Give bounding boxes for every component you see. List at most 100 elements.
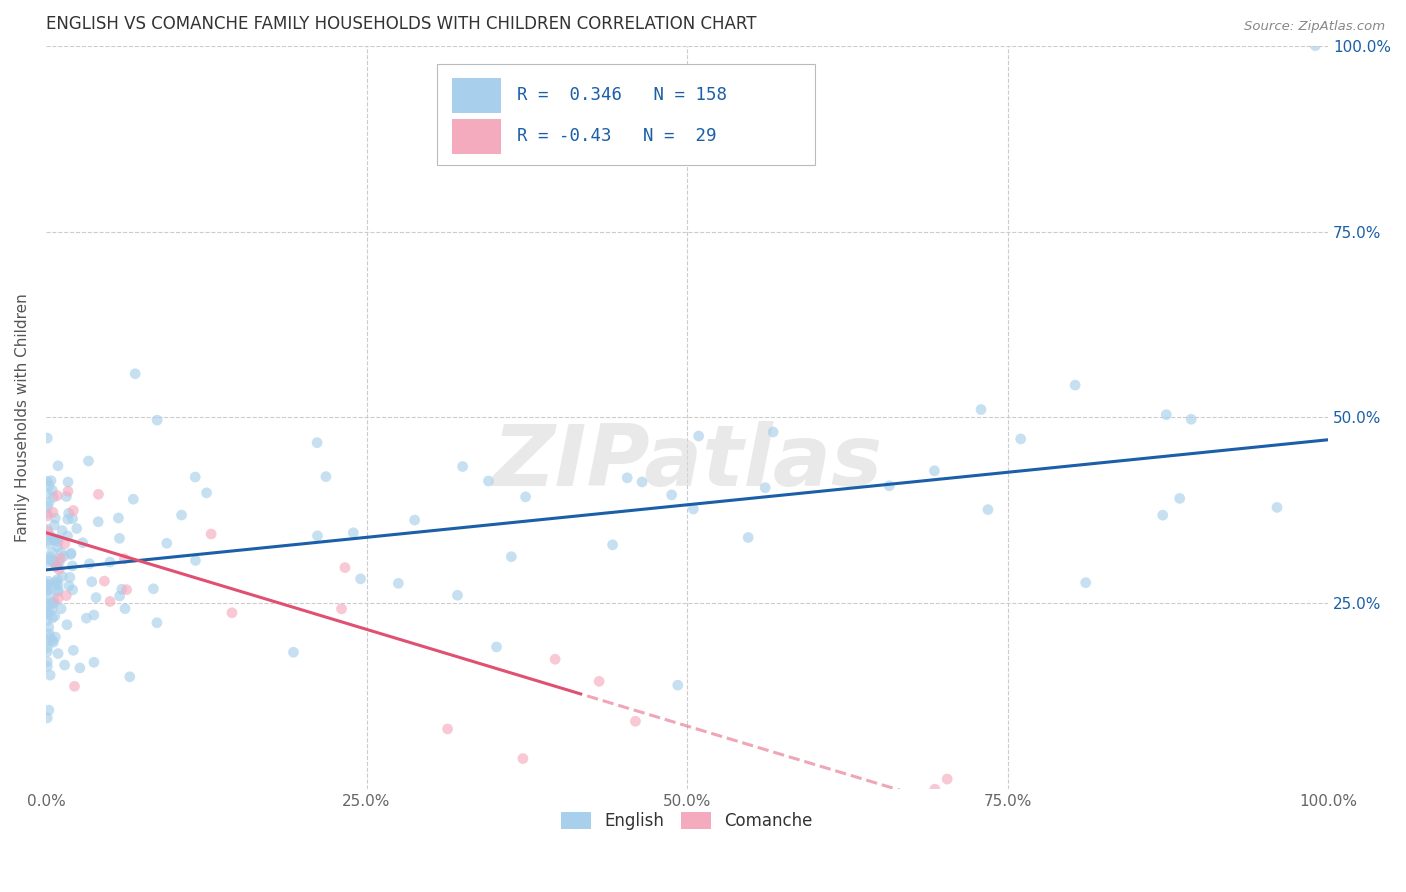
Point <box>72 535 94 549</box>
Point <box>38 620 60 634</box>
Point <box>37 579 59 593</box>
Point <box>51 524 73 538</box>
Point <box>37 583 59 598</box>
Point <box>59 570 82 584</box>
Point <box>46 584 69 599</box>
FancyBboxPatch shape <box>453 78 501 113</box>
Point <box>79 557 101 571</box>
Point <box>37 655 59 669</box>
Text: R =  0.346   N = 158: R = 0.346 N = 158 <box>516 87 727 104</box>
Point <box>37 507 59 521</box>
Point <box>37 487 59 501</box>
Point <box>39 529 62 543</box>
Point <box>37 633 59 648</box>
Point <box>53 658 76 673</box>
Point <box>924 464 946 478</box>
Point <box>48 555 70 569</box>
Point <box>688 429 710 443</box>
Point <box>42 533 65 547</box>
Point <box>661 488 683 502</box>
Point <box>63 679 86 693</box>
Point <box>52 549 75 564</box>
Point <box>936 772 959 786</box>
Point <box>111 582 134 597</box>
Point <box>46 591 69 606</box>
Point <box>37 711 59 725</box>
Point <box>501 549 523 564</box>
Point <box>46 458 69 473</box>
Point <box>436 722 458 736</box>
Point <box>666 678 689 692</box>
Point <box>37 582 59 596</box>
Point <box>41 545 63 559</box>
Text: R = -0.43   N =  29: R = -0.43 N = 29 <box>516 128 716 145</box>
FancyBboxPatch shape <box>453 119 501 154</box>
Point <box>970 402 993 417</box>
Point <box>39 668 62 682</box>
Point <box>37 524 59 539</box>
Point <box>46 558 69 573</box>
Point <box>42 533 65 547</box>
Point <box>42 491 65 505</box>
Point <box>451 459 474 474</box>
Point <box>37 431 59 445</box>
Point <box>349 572 371 586</box>
Point <box>48 582 70 597</box>
Point <box>98 555 121 569</box>
Point <box>37 574 59 589</box>
Point <box>170 508 193 522</box>
Point <box>41 596 63 610</box>
Point <box>42 555 65 569</box>
Point <box>754 481 776 495</box>
Point <box>877 479 900 493</box>
Point <box>66 522 89 536</box>
Point <box>59 547 82 561</box>
Point <box>60 558 83 573</box>
Point <box>37 614 59 628</box>
Point <box>62 643 84 657</box>
Point <box>307 435 329 450</box>
Point <box>924 782 946 797</box>
Point <box>1180 412 1202 426</box>
Point <box>46 573 69 587</box>
FancyBboxPatch shape <box>437 64 815 165</box>
Point <box>37 577 59 591</box>
Point <box>39 474 62 488</box>
Point <box>53 537 76 551</box>
Point <box>44 575 66 590</box>
Point <box>87 487 110 501</box>
Point <box>48 562 70 576</box>
Point <box>38 552 60 566</box>
Point <box>44 533 66 548</box>
Point <box>200 527 222 541</box>
Point <box>624 714 647 729</box>
Point <box>56 475 79 489</box>
Point <box>1074 575 1097 590</box>
Point <box>1152 508 1174 523</box>
Point <box>69 661 91 675</box>
Point <box>108 532 131 546</box>
Point <box>44 511 66 525</box>
Point <box>977 502 1000 516</box>
Point <box>37 659 59 673</box>
Point <box>80 574 103 589</box>
Point <box>55 490 77 504</box>
Point <box>56 512 79 526</box>
Point <box>46 577 69 591</box>
Point <box>107 511 129 525</box>
Point <box>330 602 353 616</box>
Point <box>446 588 468 602</box>
Point <box>124 367 146 381</box>
Point <box>83 655 105 669</box>
Point <box>62 511 84 525</box>
Point <box>37 555 59 569</box>
Point <box>404 513 426 527</box>
Text: ZIPatlas: ZIPatlas <box>492 420 882 504</box>
Point <box>333 560 356 574</box>
Point <box>77 454 100 468</box>
Point <box>115 582 138 597</box>
Point <box>122 492 145 507</box>
Point <box>184 553 207 567</box>
Point <box>762 425 785 439</box>
Point <box>146 413 169 427</box>
